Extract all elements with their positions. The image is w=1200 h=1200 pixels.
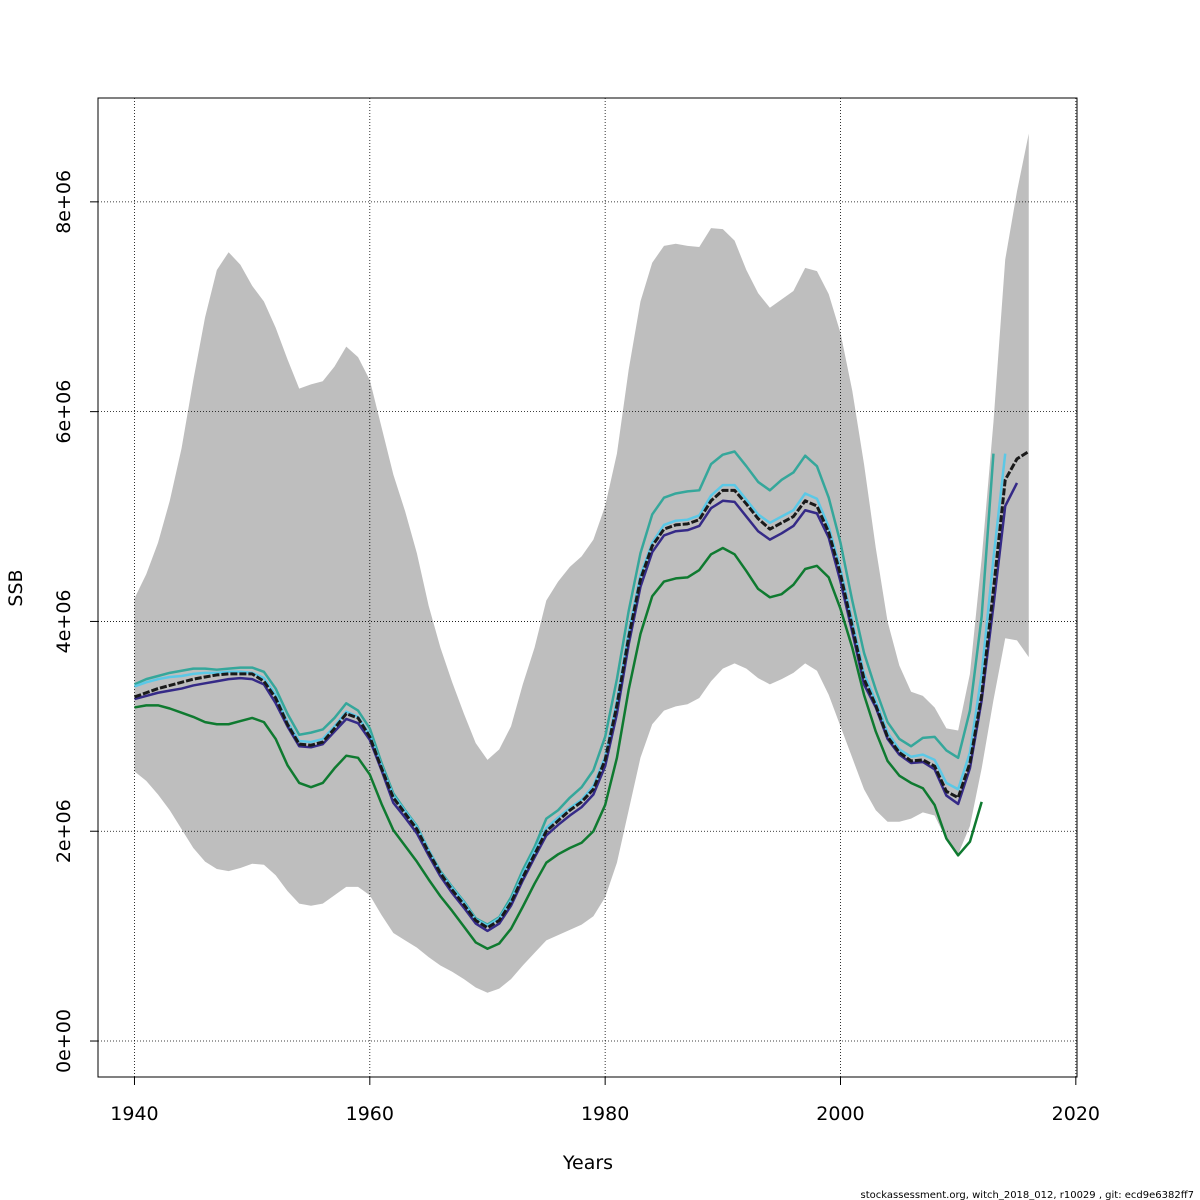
series-line xyxy=(134,546,983,950)
x-tick-label: 1960 xyxy=(346,1103,394,1125)
y-tick-label: 6e+06 xyxy=(53,380,75,444)
series-line xyxy=(134,482,1019,933)
x-tick-label: 2020 xyxy=(1052,1103,1100,1125)
y-tick-label: 0e+00 xyxy=(53,1009,75,1073)
y-tick-label: 8e+06 xyxy=(53,170,75,234)
x-tick-label: 1940 xyxy=(110,1103,158,1125)
footnote: stockassessment.org, witch_2018_012, r10… xyxy=(861,1190,1194,1200)
y-tick-label: 4e+06 xyxy=(53,589,75,653)
x-tick-label: 2000 xyxy=(816,1103,864,1125)
series-line xyxy=(133,450,1030,930)
plot-frame xyxy=(97,97,1078,1078)
series-line xyxy=(133,450,995,926)
confidence-band xyxy=(134,133,1029,993)
y-tick-label: 2e+06 xyxy=(53,799,75,863)
x-axis-label: Years xyxy=(562,1152,613,1174)
y-axis-label: SSB xyxy=(5,569,27,606)
x-tick-label: 1980 xyxy=(581,1103,629,1125)
